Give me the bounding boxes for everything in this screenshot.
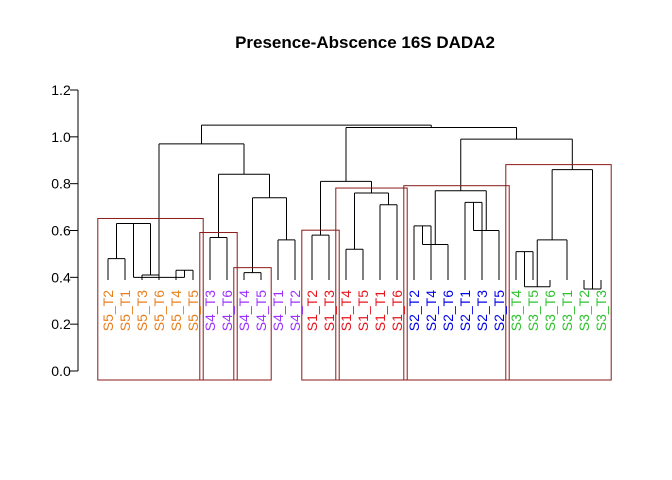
cluster-box (233, 267, 272, 381)
chart-title: Presence-Abscence 16S DADA2 (235, 33, 495, 52)
leaf-label: S1_T5 (355, 290, 371, 331)
leaf-label: S1_T1 (372, 290, 388, 331)
leaf-label: S3_T1 (559, 290, 575, 331)
leaf-label: S3_T4 (508, 290, 524, 331)
y-tick-label: 1.2 (51, 82, 71, 98)
leaf-label: S4_T4 (236, 290, 252, 331)
leaf-label: S5_T5 (185, 290, 201, 331)
y-axis: 0.0 0.2 0.4 0.6 0.8 1.0 1.2 (51, 82, 79, 379)
dendrogram-tree (107, 124, 602, 290)
leaf-label: S2_T5 (491, 290, 507, 331)
y-tick-label: 1.0 (51, 129, 71, 145)
cluster-box (199, 232, 238, 381)
leaf-label: S5_T1 (117, 290, 133, 331)
leaf-label: S4_T6 (219, 290, 235, 331)
cluster-box (403, 185, 510, 381)
y-tick-label: 0.6 (51, 223, 71, 239)
y-tick-label: 0.4 (51, 269, 71, 285)
cluster-box (335, 187, 408, 381)
leaf-label: S1_T6 (389, 290, 405, 331)
leaf-label: S2_T3 (474, 290, 490, 331)
cluster-box (301, 229, 340, 381)
leaf-label: S2_T4 (423, 290, 439, 331)
leaf-label: S2_T6 (440, 290, 456, 331)
leaf-label: S1_T4 (338, 290, 354, 331)
y-tick-label: 0.8 (51, 176, 71, 192)
leaf-label: S3_T3 (593, 290, 609, 331)
leaf-labels: S5_T2 S5_T1 S5_T3 S5_T6 S5_T4 S5_T5 S4_T3 S4_T6… (100, 290, 609, 331)
leaf-label: S4_T1 (270, 290, 286, 331)
leaf-label: S4_T3 (202, 290, 218, 331)
leaf-label: S5_T3 (134, 290, 150, 331)
cluster-box (505, 164, 612, 381)
leaf-label: S3_T5 (525, 290, 541, 331)
leaf-label: S4_T2 (287, 290, 303, 331)
leaf-label: S5_T4 (168, 290, 184, 331)
y-tick-label: 0.0 (51, 363, 71, 379)
cluster-box (97, 217, 204, 381)
leaf-label: S1_T2 (304, 290, 320, 331)
leaf-label: S2_T2 (406, 290, 422, 331)
leaf-label: S1_T3 (321, 290, 337, 331)
leaf-label: S5_T6 (151, 290, 167, 331)
leaf-label: S3_T2 (576, 290, 592, 331)
leaf-label: S5_T2 (100, 290, 116, 331)
leaf-label: S3_T6 (542, 290, 558, 331)
cluster-boxes (97, 164, 612, 381)
y-tick-label: 0.2 (51, 316, 71, 332)
leaf-label: S2_T1 (457, 290, 473, 331)
leaf-label: S4_T5 (253, 290, 269, 331)
